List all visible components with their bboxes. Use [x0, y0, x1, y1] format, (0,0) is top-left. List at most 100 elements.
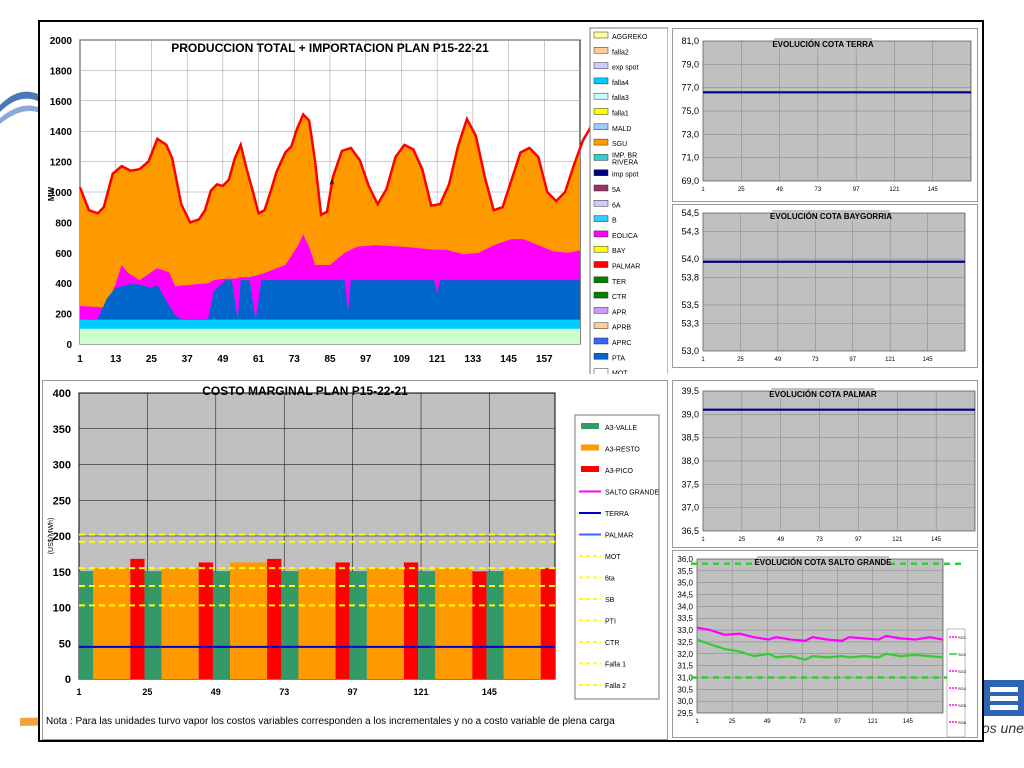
legend-label: SG6 — [958, 720, 967, 725]
legend-label: 6ta — [605, 576, 615, 583]
y-tick-label: 53,8 — [681, 272, 699, 282]
y-tick-label: 150 — [53, 567, 71, 579]
production-chart: 0 200 400 600 800 1000 1200 1400 1600 1800 2000 1 13… — [47, 27, 668, 374]
x-tick-label: 73 — [815, 187, 822, 193]
x-tick-label: 49 — [764, 719, 771, 725]
y-tick-label: 200 — [53, 531, 71, 543]
x-tick-label: 73 — [289, 354, 301, 365]
y-tick-label: 32,5 — [677, 638, 693, 647]
x-tick-label: 73 — [279, 687, 289, 697]
legend-swatch — [593, 368, 609, 374]
x-tick-label: 25 — [729, 719, 736, 725]
title-bg — [774, 38, 872, 49]
x-tick-label: 97 — [855, 537, 862, 543]
title-bg — [772, 210, 890, 221]
palmar-level-chart: 36,5 37,0 37,5 38,0 38,5 39,0 39,5 1 25 49 73 97 121… — [681, 386, 976, 543]
salto-grande-level-panel: 29,5 30,0 30,5 31,0 31,5 32,0 32,5 33,0 33,5 34,0… — [672, 550, 978, 738]
y-tick-label: 53,0 — [681, 346, 699, 356]
legend-label: CTR — [605, 640, 619, 647]
x-tick-label: 1 — [701, 357, 705, 363]
level-line — [696, 638, 944, 661]
baygorria-level-panel: 53,0 53,3 53,5 53,8 54,0 54,3 54,5 1 25 49 73 97 121… — [672, 204, 978, 368]
legend-label: SB — [605, 597, 615, 604]
y-tick-label: 29,5 — [677, 709, 693, 718]
bar-pico — [540, 568, 555, 679]
company-logo-icon — [984, 680, 1024, 716]
chart-title: EVOLUCIÓN COTA PALMAR — [769, 390, 877, 399]
legend-swatch — [593, 337, 609, 345]
y-tick-label: 34,0 — [677, 602, 693, 611]
y-tick-label: 800 — [55, 218, 72, 229]
y-tick-label: 1600 — [50, 97, 73, 108]
x-tick-label: 49 — [777, 537, 784, 543]
bar-valle — [349, 571, 367, 679]
palmar-level-panel: 36,5 37,0 37,5 38,0 38,5 39,0 39,5 1 25 49 73 97 121… — [672, 380, 978, 548]
x-tick-label: 49 — [775, 357, 782, 363]
y-tick-label: 53,3 — [681, 318, 699, 328]
legend-label: EOLICA — [612, 233, 638, 240]
legend-swatch — [593, 200, 609, 207]
x-tick-label: 157 — [536, 354, 553, 365]
legend-swatch — [593, 261, 609, 268]
x-tick-label: 25 — [146, 354, 158, 365]
x-tick-label: 97 — [849, 357, 856, 363]
legend-label: SG3 — [958, 669, 967, 674]
y-tick-label: 200 — [55, 310, 72, 321]
legend-swatch — [593, 47, 609, 54]
salto-grande-level-chart: 29,5 30,0 30,5 31,0 31,5 32,0 32,5 33,0 33,5 34,0… — [677, 555, 967, 737]
legend-label: BAY — [612, 248, 626, 255]
x-tick-label: 145 — [923, 357, 934, 363]
legend-label: imp spot — [612, 172, 639, 179]
y-tick-label: 54,0 — [681, 254, 699, 264]
legend-label: TERRA — [605, 511, 629, 518]
plot-area — [696, 558, 944, 714]
marginal-cost-chart-panel: 0 50 100 150 200 250 300 350 400 1 25 49 73 97 121 145 C… — [42, 380, 668, 740]
bar-valle — [418, 571, 436, 679]
y-tick-label: 31,5 — [677, 662, 693, 671]
bar-resto — [230, 562, 268, 679]
y-tick-label: 1800 — [50, 66, 73, 77]
x-tick-label: 73 — [816, 537, 823, 543]
x-tick-label: 121 — [868, 719, 879, 725]
y-tick-label: 73,0 — [681, 129, 699, 139]
x-tick-label: 133 — [465, 354, 482, 365]
x-tick-label: 49 — [776, 187, 783, 193]
y-tick-label: 54,3 — [681, 226, 699, 236]
legend-label: exp spot — [612, 65, 639, 72]
x-tick-label: 121 — [889, 187, 900, 193]
y-tick-label: 50 — [59, 638, 71, 650]
y-tick-label: 1400 — [50, 127, 73, 138]
bar-pico — [198, 562, 213, 679]
bar-pico — [267, 558, 282, 679]
x-tick-label: 1 — [77, 354, 83, 365]
legend-swatch — [593, 215, 609, 222]
legend-label: SGU — [612, 141, 627, 148]
x-tick-label: 121 — [892, 537, 903, 543]
bar-resto — [161, 568, 199, 679]
area-a — [80, 328, 580, 344]
y-tick-label: 36,5 — [681, 526, 699, 536]
legend-swatch — [593, 138, 609, 146]
legend-label: APRC — [612, 340, 631, 347]
legend-label: MOT — [605, 554, 621, 561]
chart-title: PRODUCCION TOTAL + IMPORTACION PLAN P15-… — [171, 41, 489, 55]
legend-swatch — [593, 276, 609, 284]
x-tick-label: 25 — [142, 687, 152, 697]
legend-swatch — [593, 62, 609, 69]
legend-label: SG2 — [958, 652, 967, 657]
y-tick-label: 400 — [53, 388, 71, 400]
chart-title: EVOLUCIÓN COTA BAYGORRIA — [770, 212, 892, 221]
legend-label: B — [612, 218, 617, 225]
y-tick-label: 400 — [55, 279, 72, 290]
legend-label: PALMAR — [612, 264, 640, 271]
legend-label: AGGREKO — [612, 34, 648, 41]
x-tick-label: 13 — [110, 354, 122, 365]
y-tick-label: 350 — [53, 424, 71, 436]
legend-swatch — [593, 322, 609, 329]
y-tick-label: 250 — [53, 495, 71, 507]
production-chart-panel: 0 200 400 600 800 1000 1200 1400 1600 1800 2000 1 13… — [40, 24, 668, 374]
y-tick-label: 33,0 — [677, 626, 693, 635]
x-tick-label: 49 — [211, 687, 221, 697]
title-bg — [771, 388, 875, 399]
x-tick-label: 49 — [217, 354, 229, 365]
